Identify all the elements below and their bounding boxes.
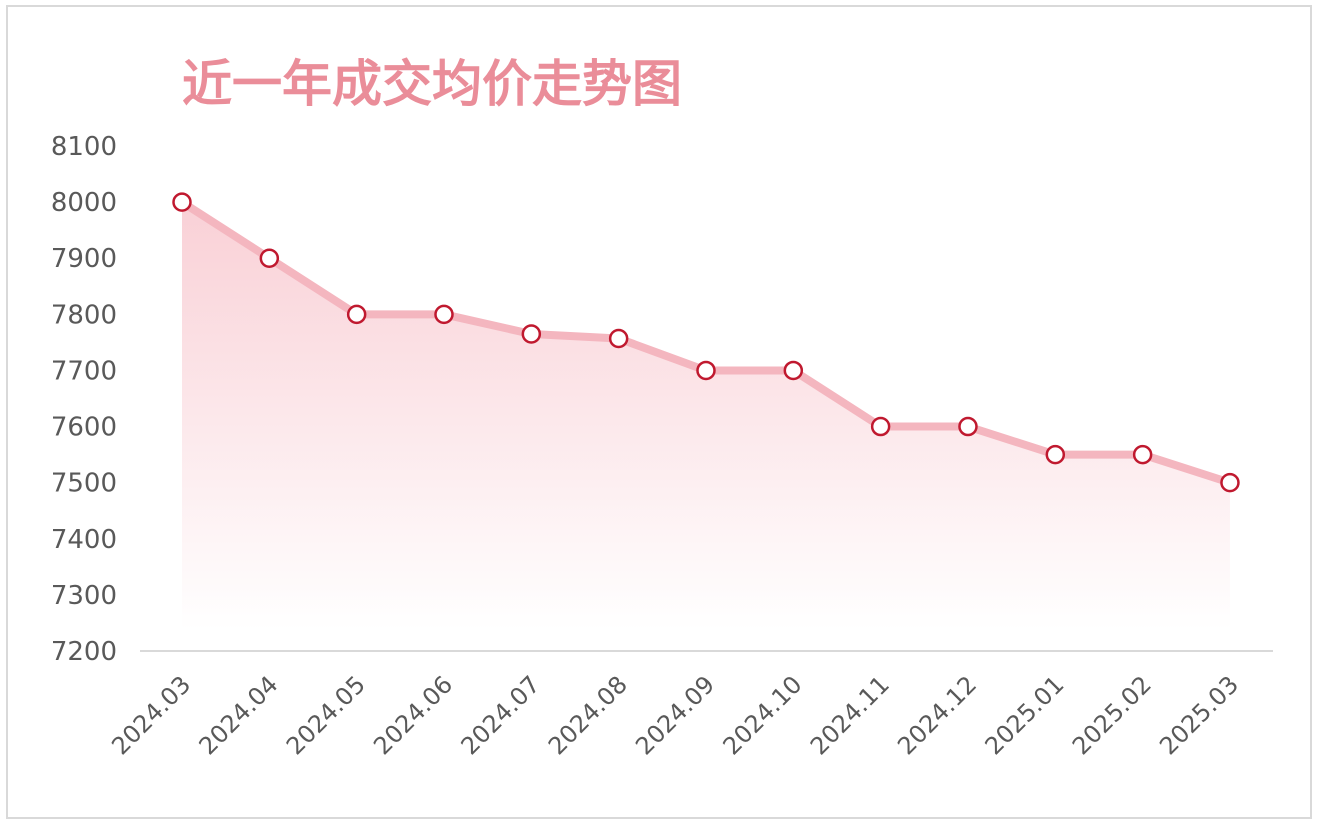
- series-area: [182, 202, 1230, 630]
- data-point-2024.06[interactable]: [434, 304, 454, 325]
- data-point-2024.03[interactable]: [172, 192, 192, 212]
- x-tick-label-2024.12: 2024.12: [892, 670, 982, 760]
- data-point-2025.02[interactable]: [1132, 444, 1153, 465]
- data-point-2024.04[interactable]: [259, 248, 280, 268]
- y-tick-label-7800: 7800: [51, 300, 117, 330]
- data-point-2025.03[interactable]: [1220, 472, 1240, 493]
- data-point-2024.12[interactable]: [958, 416, 978, 437]
- x-axis-labels: 2024.032024.042024.052024.062024.072024.…: [106, 670, 1244, 760]
- data-point-2024.07[interactable]: [521, 324, 542, 344]
- data-point-2024.09[interactable]: [696, 360, 716, 381]
- x-tick-label-2024.04: 2024.04: [194, 670, 284, 760]
- y-tick-label-8000: 8000: [51, 188, 117, 218]
- x-tick-label-2025.01: 2025.01: [980, 670, 1070, 760]
- x-tick-label-2025.03: 2025.03: [1154, 670, 1244, 760]
- data-point-2025.01[interactable]: [1045, 444, 1066, 465]
- y-tick-label-7400: 7400: [51, 525, 117, 555]
- x-tick-label-2024.11: 2024.11: [805, 670, 895, 760]
- y-tick-label-7500: 7500: [51, 469, 117, 499]
- x-tick-label-2024.09: 2024.09: [630, 670, 720, 760]
- y-axis-labels: 7200 7300 7400 7500 7600 7700 7800 7900 8000 8100: [51, 132, 117, 667]
- data-point-2024.05[interactable]: [346, 304, 367, 325]
- x-tick-label-2024.08: 2024.08: [543, 670, 633, 760]
- data-point-2024.10[interactable]: [783, 360, 804, 381]
- y-tick-label-7300: 7300: [51, 581, 117, 611]
- x-tick-label-2024.05: 2024.05: [281, 670, 371, 760]
- y-tick-label-7600: 7600: [51, 413, 117, 443]
- y-tick-label-7200: 7200: [51, 637, 117, 667]
- data-point-2024.08[interactable]: [608, 328, 629, 349]
- data-point-2024.11[interactable]: [870, 416, 891, 437]
- x-tick-label-2025.02: 2025.02: [1067, 670, 1157, 760]
- area-layer: [182, 202, 1230, 630]
- y-tick-label-8100: 8100: [51, 132, 117, 162]
- chart-title: 近一年成交均价走势图: [182, 54, 682, 113]
- x-tick-label-2024.10: 2024.10: [718, 670, 808, 760]
- y-tick-label-7700: 7700: [51, 356, 117, 386]
- marker-layer: [172, 192, 1240, 493]
- x-tick-label-2024.03: 2024.03: [106, 670, 196, 760]
- x-tick-label-2024.07: 2024.07: [456, 670, 546, 760]
- x-tick-label-2024.06: 2024.06: [368, 670, 458, 760]
- y-tick-label-7900: 7900: [51, 244, 117, 274]
